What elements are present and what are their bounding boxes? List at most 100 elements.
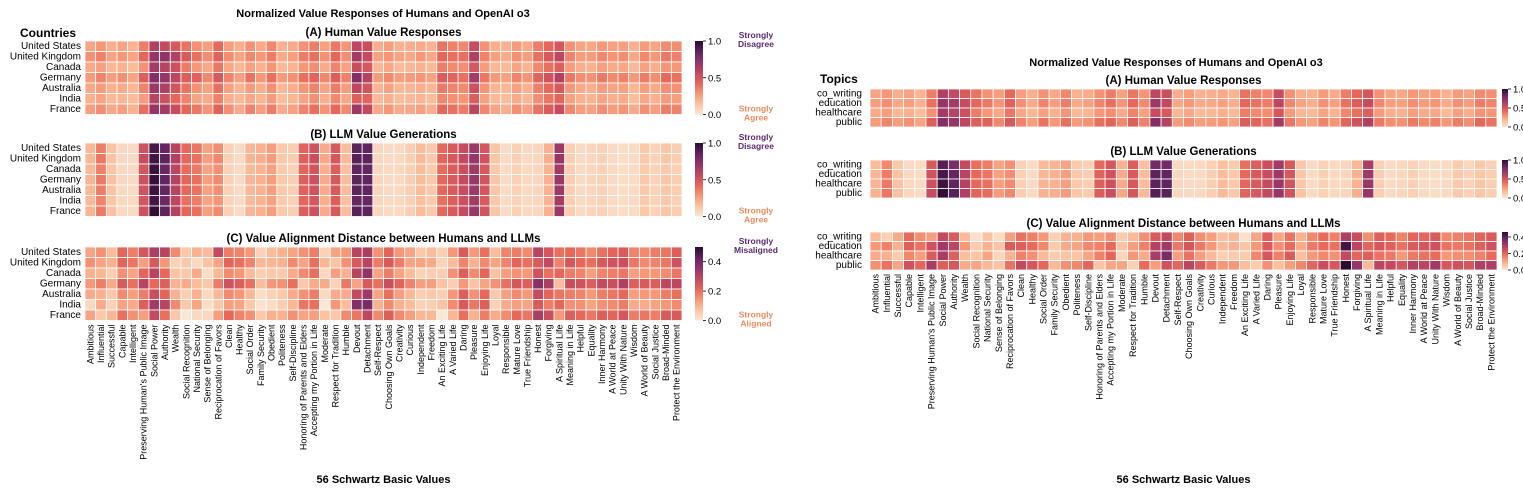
heatmap-cell xyxy=(970,241,983,252)
heatmap-cell xyxy=(1440,188,1453,199)
heatmap-cell xyxy=(244,195,256,207)
heatmap-cell xyxy=(255,309,267,321)
heatmap-cell xyxy=(329,278,342,290)
heatmap-cell xyxy=(372,174,384,186)
heatmap-cell xyxy=(297,163,310,175)
heatmap-cell xyxy=(180,278,193,290)
heatmap-cell xyxy=(596,205,608,217)
heatmap-cell xyxy=(1160,260,1173,271)
heatmap-cell xyxy=(638,299,651,311)
heatmap-cell xyxy=(1362,169,1375,180)
heatmap-cell xyxy=(880,231,893,242)
heatmap-cell xyxy=(936,117,949,128)
heatmap-cell xyxy=(1149,250,1162,261)
heatmap-panel-b: (B) LLM Value Generationsco_writingeduca… xyxy=(815,146,1523,205)
row-label: United States xyxy=(21,41,81,52)
heatmap-cell xyxy=(169,174,182,186)
heatmap-cell xyxy=(223,93,235,105)
heatmap-cell xyxy=(95,246,107,258)
heatmap-cell xyxy=(1127,107,1140,118)
x-tick-label: Preserving Human's Public Image xyxy=(927,274,937,409)
heatmap-cell xyxy=(660,184,672,196)
heatmap-cell xyxy=(1395,98,1408,109)
heatmap-cell xyxy=(361,299,374,311)
heatmap-cell xyxy=(1463,88,1476,99)
heatmap-cell xyxy=(468,82,480,94)
heatmap-cell xyxy=(372,51,384,63)
heatmap-cell xyxy=(532,82,544,94)
heatmap-cell xyxy=(1317,88,1330,99)
x-tick-label: A World of Beauty xyxy=(640,324,650,396)
heatmap-cell xyxy=(201,40,214,52)
heatmap-cell xyxy=(660,174,672,186)
row-label: Germany xyxy=(40,279,81,290)
heatmap-cell xyxy=(404,163,416,175)
heatmap-cell xyxy=(1295,159,1308,170)
heatmap-cell xyxy=(1351,117,1364,128)
heatmap-cell xyxy=(1048,260,1061,271)
heatmap-cell xyxy=(116,278,129,290)
heatmap-cell xyxy=(1306,98,1319,109)
heatmap-cell xyxy=(276,153,288,165)
heatmap-cell xyxy=(180,174,193,186)
heatmap-cell xyxy=(1485,98,1498,109)
heatmap-cell xyxy=(1160,107,1173,118)
heatmap-cell xyxy=(638,153,651,165)
heatmap-cell xyxy=(1037,107,1050,118)
heatmap-cell xyxy=(670,195,683,207)
heatmap-cell xyxy=(137,153,150,165)
heatmap-cell xyxy=(628,205,640,217)
row-group-label: Countries xyxy=(20,26,76,40)
heatmap-cell xyxy=(180,82,193,94)
heatmap-cell xyxy=(84,278,97,290)
heatmap-cell xyxy=(116,288,129,300)
heatmap-cell xyxy=(1295,117,1308,128)
heatmap-cell xyxy=(1003,169,1016,180)
heatmap-cell xyxy=(201,93,214,105)
heatmap-cell xyxy=(532,51,544,63)
heatmap-cell xyxy=(1384,107,1397,118)
heatmap-cell xyxy=(276,40,288,52)
heatmap-cell xyxy=(159,93,171,105)
heatmap-cell xyxy=(329,40,342,52)
heatmap-cell xyxy=(308,246,320,258)
heatmap-cell xyxy=(1082,231,1095,242)
heatmap-cell xyxy=(511,51,523,63)
heatmap-cell xyxy=(880,88,893,99)
heatmap-cell xyxy=(628,267,640,279)
heatmap-cell xyxy=(425,40,438,52)
heatmap-cell xyxy=(1440,241,1453,252)
heatmap-cell xyxy=(1451,88,1464,99)
heatmap-cell xyxy=(1429,250,1442,261)
heatmap-cell xyxy=(1295,188,1308,199)
heatmap-cell xyxy=(201,103,214,115)
heatmap-cell xyxy=(191,309,203,321)
heatmap-cell xyxy=(1239,159,1252,170)
heatmap-cell xyxy=(137,195,150,207)
heatmap-cell xyxy=(1418,88,1431,99)
heatmap-cell xyxy=(95,299,107,311)
heatmap-cell xyxy=(1351,159,1364,170)
heatmap-cell xyxy=(447,205,459,217)
x-tick-label: A Varied Life xyxy=(448,325,458,375)
heatmap-cell xyxy=(891,117,904,128)
colorbar xyxy=(1502,160,1508,198)
heatmap-cell xyxy=(1395,88,1408,99)
heatmap-cell xyxy=(574,153,587,165)
heatmap-cell xyxy=(201,184,214,196)
heatmap-cell xyxy=(596,257,608,269)
heatmap-cell xyxy=(479,72,491,84)
heatmap-cell xyxy=(329,309,342,321)
heatmap-cell xyxy=(393,309,406,321)
heatmap-cell xyxy=(276,174,288,186)
x-tick-label: A World at Peace xyxy=(1419,274,1429,343)
heatmap-cell xyxy=(1384,98,1397,109)
heatmap-cell xyxy=(159,61,171,73)
heatmap-cell xyxy=(1071,231,1084,242)
x-tick-label: True Friendship xyxy=(1330,274,1340,337)
heatmap-cell xyxy=(393,82,406,94)
heatmap-cell xyxy=(1306,188,1319,199)
heatmap-cell xyxy=(436,257,448,269)
heatmap-cell xyxy=(1395,169,1408,180)
x-tick-label: Responsible xyxy=(1307,274,1317,324)
